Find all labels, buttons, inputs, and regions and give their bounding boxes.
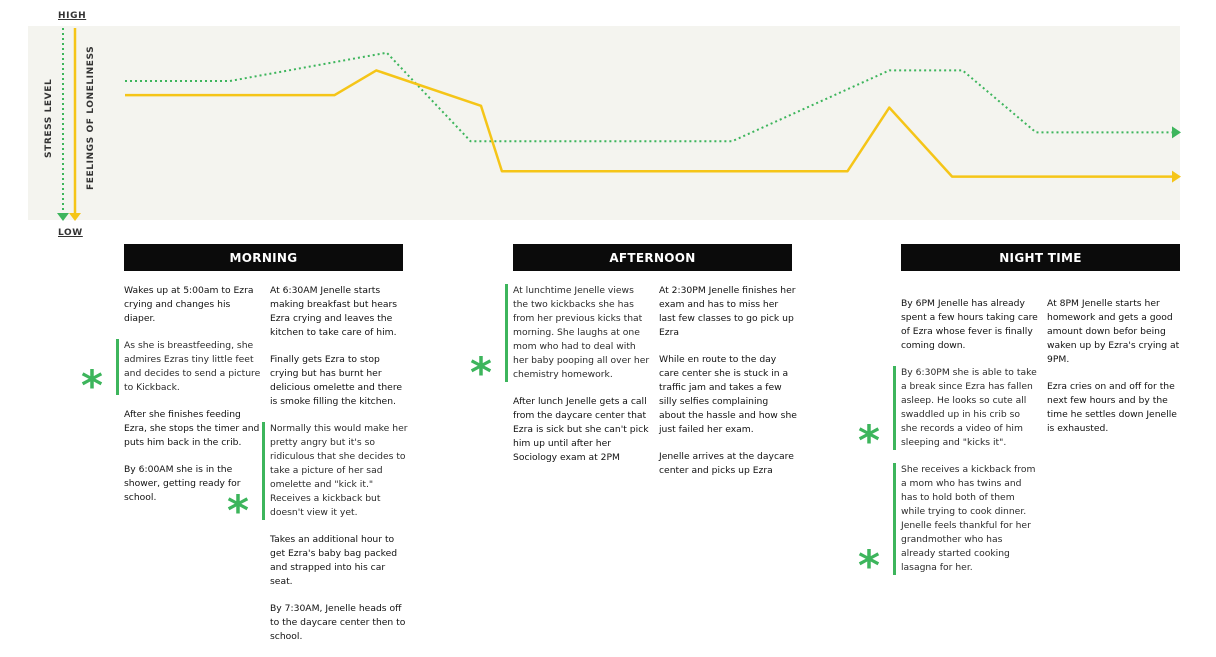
- chart-background: [28, 26, 1180, 220]
- section-header-afternoon: AFTERNOON: [513, 244, 792, 271]
- timeline-paragraph: Jenelle arrives at the daycare center an…: [659, 451, 794, 476]
- note-text: As she is breastfeeding, she admires Ezr…: [124, 340, 261, 393]
- kickback-note: * She receives a kickback from a mom who …: [858, 463, 1039, 587]
- timeline-paragraph: While en route to the day care center sh…: [659, 354, 797, 435]
- timeline-paragraph: At 8PM Jenelle starts her homework and g…: [1047, 298, 1180, 365]
- timeline-paragraph: By 6:00AM she is in the shower, getting …: [124, 464, 241, 503]
- loneliness-series-line: [125, 69, 1172, 178]
- kickback-note: * At lunchtime Jenelle views the two kick…: [470, 284, 651, 394]
- section-column: At 2:30PM Jenelle finishes her exam and …: [659, 284, 797, 491]
- kickback-note: * Normally this would make her pretty ang…: [227, 422, 408, 532]
- note-text: She receives a kickback from a mom who h…: [901, 464, 1036, 573]
- section-header-night-time: NIGHT TIME: [901, 244, 1180, 271]
- stress-axis-label: STRESS LEVEL: [44, 78, 54, 158]
- note-text: By 6:30PM she is able to take a break si…: [901, 367, 1037, 448]
- section-header-morning: MORNING: [124, 244, 403, 271]
- asterisk-icon: *: [227, 486, 249, 535]
- timeline-paragraph: At 2:30PM Jenelle finishes her exam and …: [659, 285, 796, 338]
- stress-axis-arrowhead: [57, 213, 69, 221]
- timeline-paragraph: Takes an additional hour to get Ezra's b…: [270, 534, 398, 587]
- asterisk-icon: *: [470, 348, 492, 397]
- section-column: By 6PM Jenelle has already spent a few h…: [858, 297, 1039, 588]
- loneliness-end-arrow: [1172, 170, 1181, 183]
- timeline-paragraph: By 6PM Jenelle has already spent a few h…: [901, 298, 1038, 351]
- timeline-paragraph: Wakes up at 5:00am to Ezra crying and ch…: [124, 285, 254, 324]
- section-column: * At lunchtime Jenelle views the two kick…: [470, 284, 651, 478]
- loneliness-axis-label: FEELINGS OF LONELINESS: [86, 45, 96, 190]
- timeline-paragraph: After lunch Jenelle gets a call from the…: [513, 396, 649, 463]
- mood-line-chart: [57, 28, 1181, 221]
- timeline-paragraph: At 6:30AM Jenelle starts making breakfas…: [270, 285, 398, 338]
- axis-high-label: HIGH: [58, 11, 87, 21]
- timeline-paragraph: After she finishes feeding Ezra, she sto…: [124, 409, 260, 448]
- section-column: At 8PM Jenelle starts her homework and g…: [1047, 297, 1185, 449]
- timeline-paragraph: Finally gets Ezra to stop crying but has…: [270, 354, 403, 407]
- note-text: At lunchtime Jenelle views the two kickb…: [513, 285, 650, 380]
- asterisk-icon: *: [858, 541, 880, 590]
- loneliness-axis-arrowhead: [69, 213, 81, 221]
- kickback-note: * As she is breastfeeding, she admires Ez…: [81, 339, 262, 407]
- asterisk-icon: *: [858, 416, 880, 465]
- kickback-note: * By 6:30PM she is able to take a break s…: [858, 366, 1039, 462]
- section-column: Wakes up at 5:00am to Ezra crying and ch…: [81, 284, 262, 518]
- stress-end-arrow: [1172, 126, 1181, 139]
- note-text: Normally this would make her pretty angr…: [270, 423, 408, 518]
- timeline-paragraph: By 7:30AM, Jenelle heads off to the dayc…: [270, 603, 406, 642]
- asterisk-icon: *: [81, 361, 103, 410]
- section-column: At 6:30AM Jenelle starts making breakfas…: [227, 284, 408, 657]
- timeline-paragraph: Ezra cries on and off for the next few h…: [1047, 381, 1177, 434]
- stress-series-line: [125, 51, 1172, 143]
- axis-low-label: LOW: [58, 228, 83, 238]
